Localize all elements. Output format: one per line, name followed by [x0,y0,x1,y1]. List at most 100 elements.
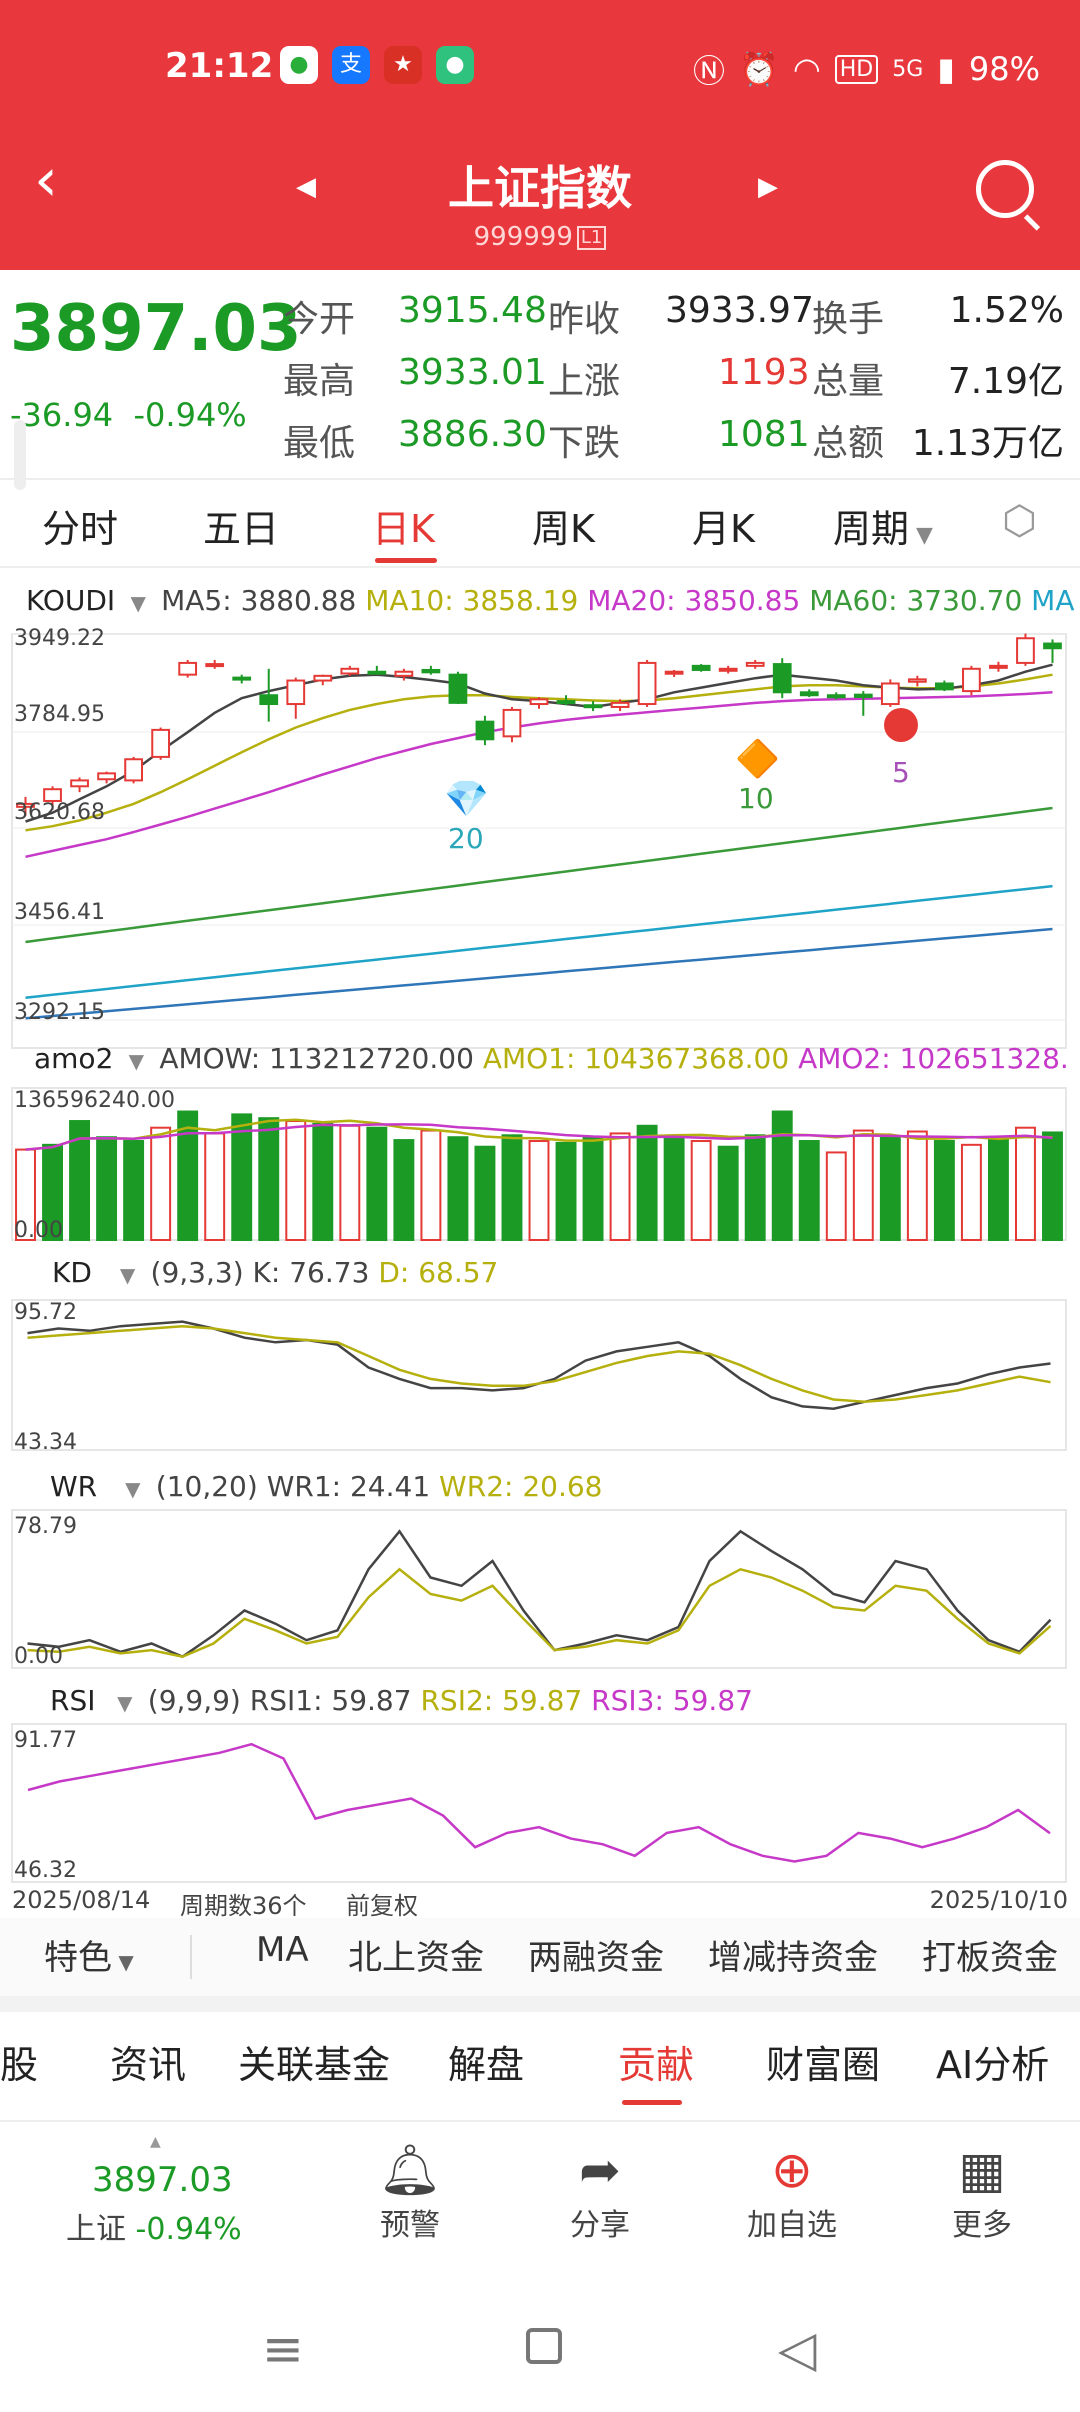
ma-more: MA [1031,584,1075,617]
candle-body [394,670,414,677]
settings-hexagon-icon[interactable]: ⬡ [1002,498,1037,544]
chip-northbound[interactable]: 北上资金 [348,1938,484,1978]
back-nav-icon[interactable]: ◁ [778,2320,817,2378]
low-value: 3886.30 [398,414,547,455]
add-watchlist-button[interactable]: ⊕ 加自选 [722,2140,862,2244]
menu-icon[interactable]: ≡ [262,2320,304,2378]
diamond-marker-icon[interactable]: 💎 [444,779,489,820]
candle-body [907,678,927,683]
battery-icon: ▮ [937,50,955,88]
chips-bar [0,1918,1080,1996]
tab-intraday[interactable]: 分时 [42,507,119,551]
dropdown-icon[interactable]: ▼ [124,591,153,615]
amount-bar [150,1126,172,1242]
candle-body [691,664,711,671]
drag-handle[interactable] [14,420,26,490]
amount-bar [609,1132,631,1242]
next-stock-icon[interactable]: ▶ [758,172,778,202]
candle-body [610,701,630,708]
marker-label: 20 [448,822,484,855]
candle-body [43,788,62,802]
dropdown-icon[interactable]: ▼ [100,1263,142,1287]
tab-daily-k[interactable]: 日K [372,507,435,551]
chip-margin[interactable]: 两融资金 [528,1938,664,1978]
amow-value: AMOW: 113212720.00 [159,1042,474,1075]
amount-bar [96,1136,118,1241]
tab-weekly-k[interactable]: 周K [532,507,595,551]
divider [0,478,1080,480]
tab-analysis[interactable]: 解盘 [448,2043,525,2087]
chip-limit-up[interactable]: 打板资金 [922,1938,1058,1978]
kd-d-line [27,1324,1051,1404]
active-tab-indicator [622,2100,682,2105]
chip-special[interactable]: 特色 ▼ [44,1930,134,1979]
bell-icon: 🔔︎ [378,2141,442,2199]
candle-body [259,694,279,706]
ma10-value: MA10: 3858.19 [365,584,579,617]
search-icon[interactable] [976,160,1041,231]
amount-bar [744,1134,766,1241]
dropdown-icon[interactable]: ▼ [104,1691,139,1715]
amount-bar [123,1140,145,1242]
dropdown-icon[interactable]: ▼ [106,1477,147,1501]
high-value: 3933.01 [398,352,547,393]
tab-period[interactable]: 周期 ▼ [833,498,933,553]
prev-stock-icon[interactable]: ◀ [296,172,316,202]
tab-five-day[interactable]: 五日 [203,507,280,551]
bottom-index-info[interactable]: 上证 -0.94% [66,2204,242,2248]
candle-body [151,728,171,758]
home-icon[interactable] [526,2328,562,2364]
amo-indicator-name[interactable]: amo2 [34,1042,114,1075]
tab-monthly-k[interactable]: 月K [692,507,755,551]
back-icon[interactable]: ‹ [34,145,58,215]
candle-body [826,694,846,699]
page-title: 上证指数 [448,161,632,215]
tab-ai-analysis[interactable]: AI分析 [936,2043,1050,2087]
tab-related-funds[interactable]: 关联基金 [238,2043,391,2087]
tab-contribution[interactable]: 贡献 [618,2043,695,2087]
tab-news[interactable]: 资讯 [110,2043,187,2087]
change-percent: -0.94% [133,396,247,434]
amount-bar [1042,1131,1063,1241]
wr-name[interactable]: WR [50,1470,98,1503]
current-price: 3897.03 [10,292,302,366]
candle-body [97,772,116,781]
amount-bar [555,1141,577,1242]
share-button[interactable]: ➦ 分享 [530,2140,670,2244]
gem-marker-icon[interactable]: 🔶 [735,739,780,780]
candle-body [745,661,765,667]
add-circle-icon: ⊕ [771,2141,813,2199]
kd-name[interactable]: KD [52,1256,92,1289]
open-label: 今开 [283,299,356,340]
up-count: 1193 [718,352,810,393]
marker-label: 10 [738,782,774,815]
alarm-icon: ⏰ [738,50,779,88]
ma60-value: MA60: 3730.70 [809,584,1023,617]
more-button[interactable]: ▦ 更多 [912,2140,1052,2244]
tab-wealth-circle[interactable]: 财富圈 [766,2043,881,2087]
price-change: -36.94 -0.94% [10,396,247,434]
alert-button[interactable]: 🔔︎ 预警 [340,2140,480,2244]
kd-params: (9,3,3) [150,1256,244,1289]
candle-body [16,802,35,808]
price-axis-label: 3620.68 [14,800,105,825]
rsi-line [27,1742,1051,1863]
amount-bar [690,1140,712,1242]
collapse-arrow-icon[interactable]: ▲ [150,2134,161,2150]
candle-body [313,674,333,682]
ma60-line [25,806,1053,944]
stock-chart[interactable] [0,620,1080,1910]
chip-ma[interactable]: MA [256,1930,309,1970]
tab-stocks[interactable]: 股 [0,2043,39,2087]
indicator-name[interactable]: KOUDI [26,584,116,617]
ball-marker-icon[interactable] [884,708,918,742]
ma-long2-line [25,927,1053,1020]
candle-body [232,676,252,681]
dropdown-icon[interactable]: ▼ [122,1049,151,1073]
rsi-name[interactable]: RSI [50,1684,96,1717]
adjust-mode[interactable]: 前复权 [346,1892,418,1920]
bottom-price[interactable]: 3897.03 [92,2160,233,2200]
candle-body [718,667,738,672]
chip-holding-change[interactable]: 增减持资金 [708,1938,878,1978]
rsi3-value: RSI3: 59.87 [591,1684,753,1717]
